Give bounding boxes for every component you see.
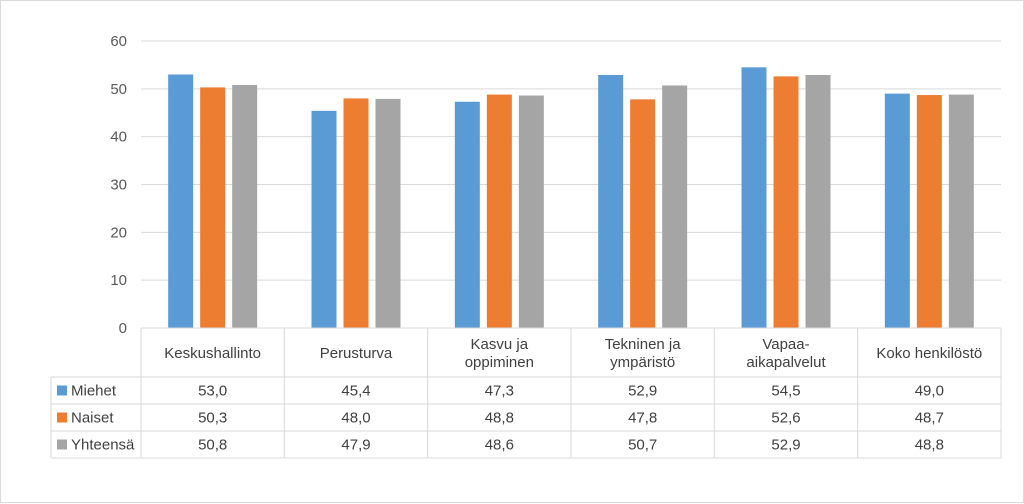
category-label: Koko henkilöstö xyxy=(876,345,982,362)
bar-yhteensä xyxy=(805,74,831,328)
table-cell-value: 52,9 xyxy=(628,383,657,400)
table-cell-value: 45,4 xyxy=(341,383,370,400)
bar-yhteensä xyxy=(375,98,401,329)
bar-yhteensä xyxy=(948,94,974,328)
bar-yhteensä xyxy=(232,85,258,328)
legend-key-naiset xyxy=(57,412,67,423)
category-label: Vapaa-aikapalvelut xyxy=(746,336,826,371)
bar-naiset xyxy=(343,98,369,329)
table-cell-value: 48,6 xyxy=(485,437,514,454)
table-cell-value: 47,9 xyxy=(341,437,370,454)
category-label: Keskushallinto xyxy=(164,345,261,362)
bar-naiset xyxy=(773,76,799,328)
y-tick-label: 40 xyxy=(110,129,127,146)
category-label: Perusturva xyxy=(320,345,393,362)
table-cell-value: 52,9 xyxy=(771,437,800,454)
bar-miehet xyxy=(311,110,337,328)
legend-label: Yhteensä xyxy=(71,437,135,454)
y-tick-label: 20 xyxy=(110,224,127,241)
bar-yhteensä xyxy=(518,95,544,328)
category-label: Tekninen ja ympäristö xyxy=(605,336,682,371)
table-cell-value: 48,0 xyxy=(341,410,370,427)
table-cell-value: 47,3 xyxy=(485,383,514,400)
table-cell-value: 50,8 xyxy=(198,437,227,454)
y-tick-label: 30 xyxy=(110,177,127,194)
table-cell-value: 54,5 xyxy=(771,383,800,400)
table-cell-value: 48,7 xyxy=(915,410,944,427)
table-cell-value: 52,6 xyxy=(771,410,800,427)
table-cell-value: 48,8 xyxy=(915,437,944,454)
table-cell-value: 50,3 xyxy=(198,410,227,427)
table-cell-value: 53,0 xyxy=(198,383,227,400)
legend-label: Miehet xyxy=(71,383,117,400)
y-tick-label: 50 xyxy=(110,81,127,98)
bar-miehet xyxy=(884,93,910,328)
bar-naiset xyxy=(200,87,226,328)
y-tick-label: 0 xyxy=(119,320,127,337)
y-tick-label: 60 xyxy=(110,33,127,50)
legend-key-yhteensä xyxy=(57,439,67,450)
table-cell-value: 47,8 xyxy=(628,410,657,427)
y-tick-label: 10 xyxy=(110,272,127,289)
bar-naiset xyxy=(916,95,942,328)
legend-label: Naiset xyxy=(71,410,114,427)
bar-yhteensä xyxy=(662,85,688,328)
table-cell-value: 49,0 xyxy=(915,383,944,400)
table-cell-value: 48,8 xyxy=(485,410,514,427)
bar-miehet xyxy=(168,74,194,328)
legend-key-miehet xyxy=(57,385,67,396)
bar-naiset xyxy=(630,99,656,329)
table-cell-value: 50,7 xyxy=(628,437,657,454)
bar-naiset xyxy=(486,94,512,328)
category-label: Kasvu ja oppiminen xyxy=(465,336,534,371)
bar-miehet xyxy=(598,74,624,328)
bar-miehet xyxy=(741,67,767,328)
bar-miehet xyxy=(454,101,480,328)
